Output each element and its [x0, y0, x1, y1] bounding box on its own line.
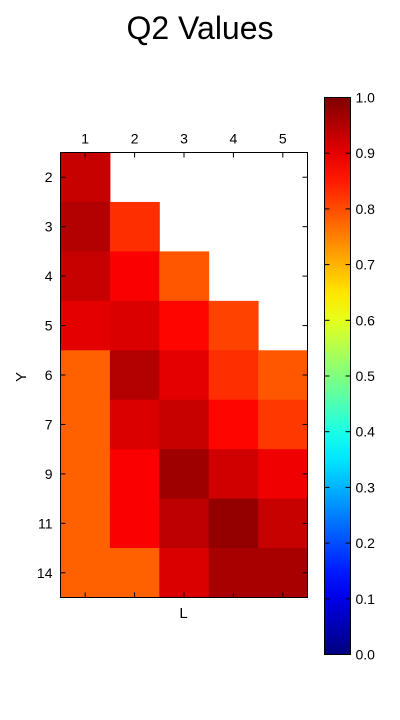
colorbar-tick-label: 0.7 [356, 257, 376, 273]
heatmap-cell [109, 251, 160, 302]
heatmap-cell [109, 399, 160, 450]
heatmap-cell [159, 251, 210, 302]
colorbar-ticks: 0.0 0.1 0.2 0.3 0.4 0.5 0.6 0.7 0.8 0.9 1.0 [324, 90, 376, 663]
heatmap-cell [60, 251, 111, 302]
heatmap-cell [159, 449, 210, 500]
heatmap-cell [258, 350, 308, 401]
heatmap-cell [60, 449, 111, 500]
heatmap-cell [159, 350, 210, 401]
heatmap-cell [60, 399, 111, 450]
heatmap-cell [60, 350, 111, 401]
y-tick-label: 7 [45, 416, 53, 432]
heatmap-cell [208, 399, 259, 450]
x-tick-label: 4 [230, 131, 238, 147]
heatmap-cell [109, 300, 160, 351]
heatmap-cell [159, 498, 210, 549]
heatmap-cell [258, 498, 308, 549]
y-tick-label: 4 [45, 268, 53, 284]
heatmap-cell [60, 300, 111, 351]
colorbar-tick-label: 0.4 [356, 424, 376, 440]
heatmap-cell [109, 350, 160, 401]
heatmap-cell [208, 498, 259, 549]
colorbar-tick-label: 0.5 [356, 368, 376, 384]
colorbar-tick-label: 0.8 [356, 201, 376, 217]
x-tick-label: 2 [131, 131, 139, 147]
x-axis-label: L [179, 605, 187, 622]
heatmap-cell [60, 498, 111, 549]
heatmap-cell [208, 350, 259, 401]
chart-title: Q2 Values [126, 10, 273, 46]
x-tick-label: 1 [81, 131, 89, 147]
heatmap-cell [208, 300, 259, 351]
colorbar-tick-label: 1.0 [356, 90, 376, 106]
heatmap-cell [258, 399, 308, 450]
heatmap-cell [60, 152, 111, 203]
colorbar-tick-label: 0.6 [356, 312, 376, 328]
y-tick-label: 11 [38, 515, 53, 531]
heatmap-cell [258, 449, 308, 500]
colorbar-tick-label: 0.1 [356, 591, 376, 607]
x-tick-label: 3 [180, 131, 188, 147]
heatmap-cell [159, 300, 210, 351]
heatmap-cell [60, 201, 111, 252]
y-tick-label: 14 [37, 565, 53, 581]
heatmap-cell [109, 449, 160, 500]
y-tick-label: 5 [45, 318, 53, 334]
x-tick-label: 5 [279, 131, 287, 147]
heatmap-cell [60, 548, 111, 598]
y-tick-label: 3 [45, 219, 53, 235]
colorbar-tick-label: 0.3 [356, 479, 376, 495]
y-tick-label: 9 [45, 466, 53, 482]
heatmap-cell [109, 201, 160, 252]
heatmap-cell [208, 449, 259, 500]
colorbar-tick-label: 0.9 [356, 145, 376, 161]
heatmap-cell [109, 498, 160, 549]
heatmap-cell [258, 548, 308, 598]
y-tick-label: 2 [45, 169, 53, 185]
y-axis-ticks: 2 3 4 5 6 7 9 11 14 [37, 169, 308, 581]
y-tick-label: 6 [45, 367, 53, 383]
heatmap-cell [159, 399, 210, 450]
colorbar-tick-label: 0.0 [356, 647, 376, 663]
heatmap-cells [60, 152, 308, 598]
heatmap-cell [159, 548, 210, 598]
colorbar-tick-label: 0.2 [356, 535, 376, 551]
heatmap-cell [109, 548, 160, 598]
y-axis-label: Y [13, 372, 30, 382]
heatmap-cell [208, 548, 259, 598]
x-axis-ticks: 1 2 3 4 5 [81, 131, 287, 598]
